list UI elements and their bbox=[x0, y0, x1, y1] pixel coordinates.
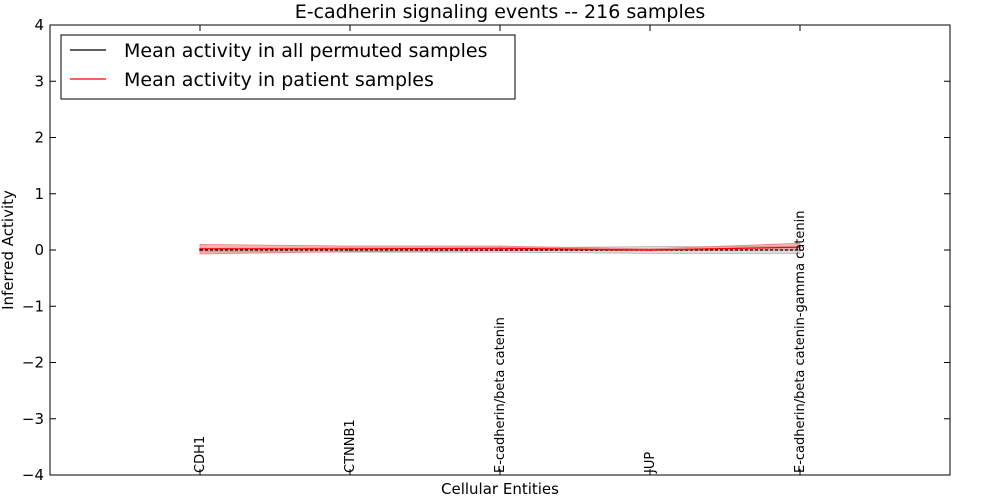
series-point-0-4 bbox=[799, 249, 801, 251]
y-tick-label-8: −4 bbox=[22, 466, 44, 484]
series-point-0-0 bbox=[199, 249, 201, 251]
chart-title: E-cadherin signaling events -- 216 sampl… bbox=[295, 1, 706, 23]
series-point-1-4 bbox=[799, 246, 801, 248]
x-category-label-3: JUP bbox=[643, 452, 658, 474]
legend-entry-patient: Mean activity in patient samples bbox=[124, 69, 434, 91]
y-axis-label: Inferred Activity bbox=[0, 190, 17, 310]
legend-entry-permuted: Mean activity in all permuted samples bbox=[124, 40, 487, 62]
x-category-label-4: E-cadherin/beta catenin-gamma catenin bbox=[793, 211, 808, 473]
plot-frame bbox=[49, 24, 951, 476]
y-tick-label-2: 2 bbox=[34, 129, 44, 147]
y-tick-label-3: 1 bbox=[34, 185, 44, 203]
x-category-label-0: CDH1 bbox=[193, 436, 208, 473]
series-point-1-1 bbox=[349, 248, 351, 250]
legend-box bbox=[60, 34, 516, 100]
x-category-label-1: CTNNB1 bbox=[343, 419, 358, 473]
y-tick-label-1: 3 bbox=[34, 72, 44, 90]
y-tick-label-6: −2 bbox=[22, 354, 44, 372]
series-point-0-2 bbox=[499, 249, 501, 251]
y-tick-label-7: −3 bbox=[22, 410, 44, 428]
plot-area: 4 3 2 1 0 −1 −2 −3 −4 CDH1 CTNNB1 E-cadherin/beta c… bbox=[22, 16, 950, 484]
x-axis-label: Cellular Entities bbox=[441, 480, 559, 498]
y-tick-label-4: 0 bbox=[34, 241, 44, 259]
y-tick-label-5: −1 bbox=[22, 297, 44, 315]
series-point-1-2 bbox=[499, 247, 501, 250]
series-point-0-1 bbox=[349, 249, 351, 251]
y-tick-label-0: 4 bbox=[34, 16, 44, 34]
series-point-1-3 bbox=[649, 249, 651, 251]
series-point-1-0 bbox=[199, 248, 201, 250]
legend: Mean activity in all permuted samples Me… bbox=[60, 34, 516, 100]
x-category-label-2: E-cadherin/beta catenin bbox=[493, 317, 508, 473]
